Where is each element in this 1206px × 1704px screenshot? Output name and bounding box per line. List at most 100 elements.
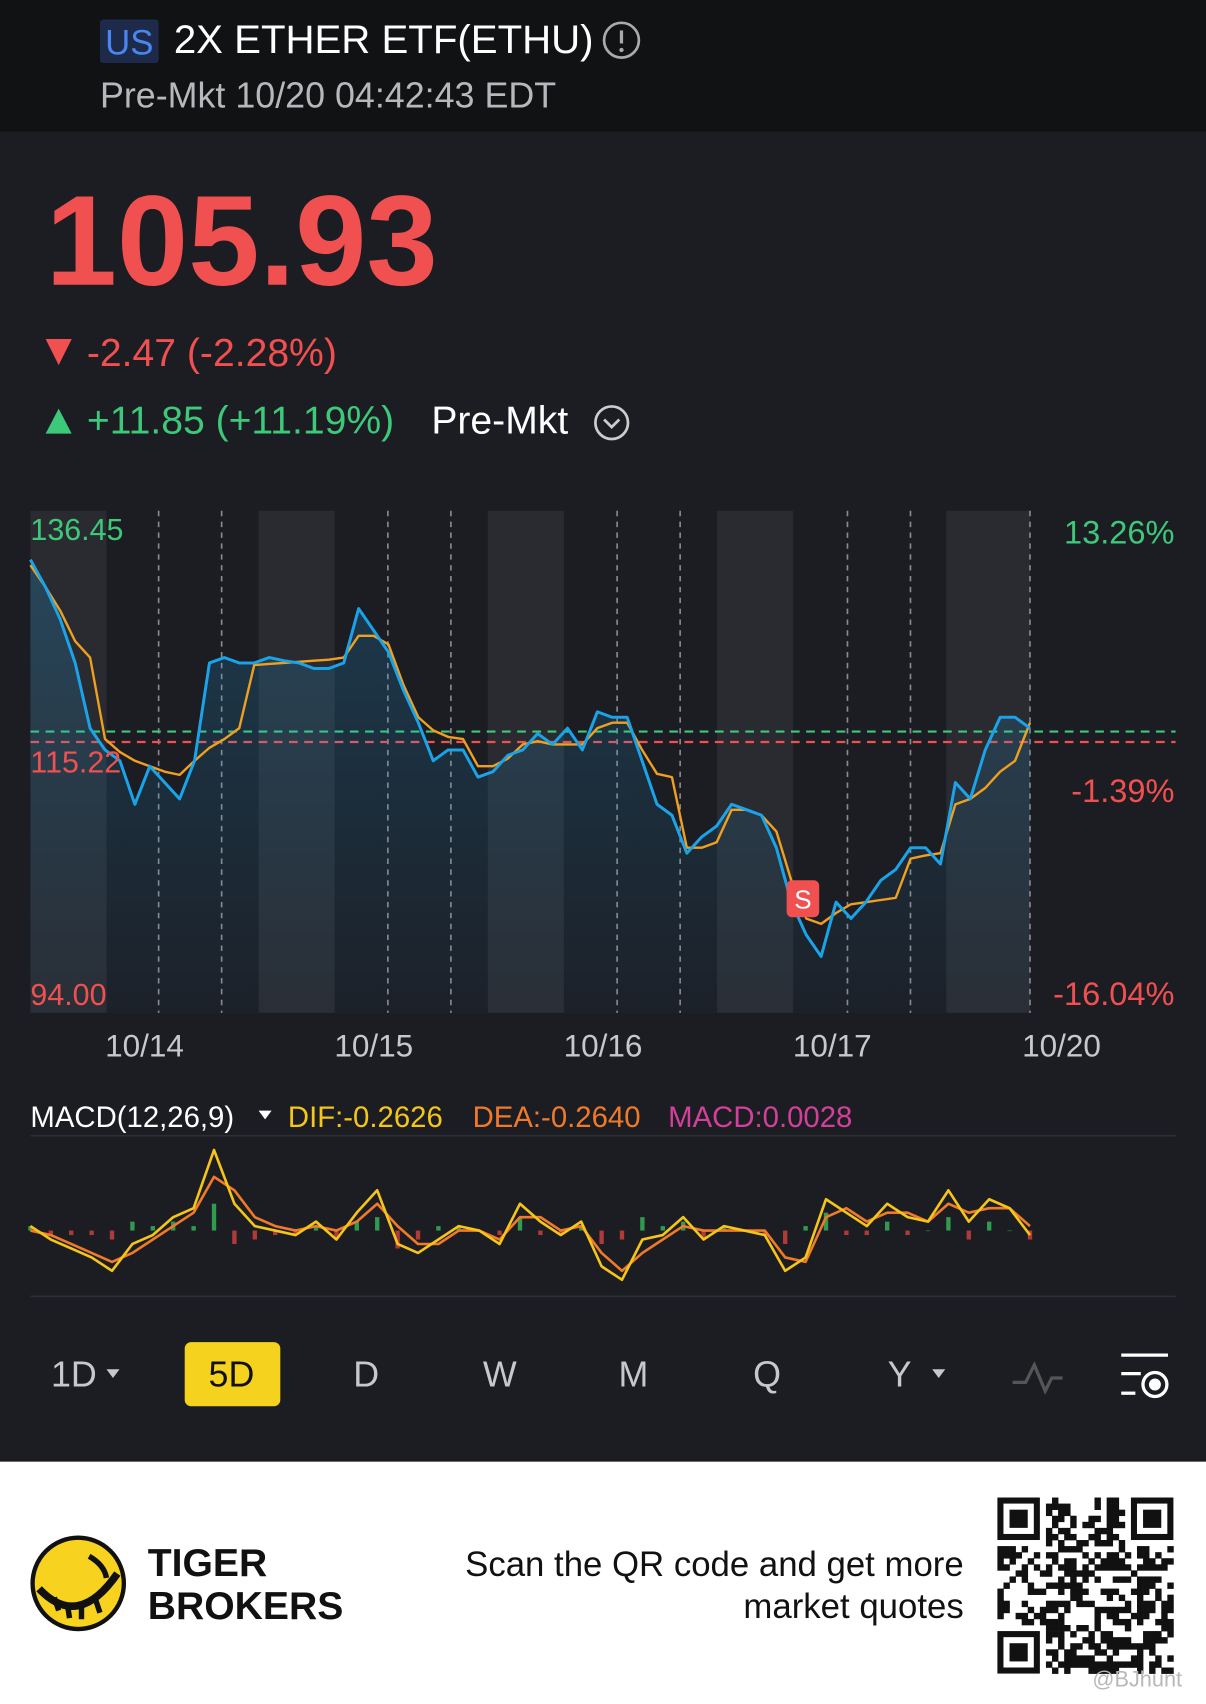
qr-module [1143,1576,1150,1583]
qr-module [1076,1643,1083,1650]
qr-module [1167,1606,1174,1614]
macd-bar [415,1230,421,1240]
period-button[interactable]: W [483,1355,517,1395]
period-dropdown[interactable] [932,1369,946,1378]
qr-module [1149,1600,1156,1608]
qr-finder [1143,1509,1162,1528]
period-button[interactable]: M [618,1355,648,1395]
qr-module [1003,1552,1010,1559]
qr-module [1136,1667,1144,1674]
qr-module [1136,1588,1144,1595]
qr-module [1106,1612,1114,1620]
qr-module [1143,1637,1150,1644]
qr-module [1058,1661,1065,1668]
qr-module [1112,1606,1120,1614]
period-button[interactable]: 5D [209,1355,255,1395]
period-button[interactable]: Y [888,1355,912,1395]
qr-module [1009,1552,1016,1559]
macd-bar [946,1217,951,1231]
macd-dropdown[interactable] [258,1110,272,1120]
info-icon[interactable] [602,21,641,59]
qr-module [1112,1552,1120,1559]
period-button[interactable]: 1D [51,1355,97,1395]
qr-module [997,1552,1004,1559]
qr-module [1124,1564,1132,1571]
qr-module [1167,1625,1174,1632]
qr-module [1027,1582,1035,1589]
qr-module [1130,1643,1138,1650]
qr-module [1136,1576,1144,1583]
qr-module [1058,1576,1065,1583]
qr-module [1155,1552,1162,1559]
watermark: @BJhunt [1092,1667,1182,1692]
qr-module [1021,1600,1029,1608]
qr-module [1112,1637,1120,1644]
qr-module [1106,1558,1114,1565]
qr-module [1064,1527,1071,1535]
dropdown-icon[interactable] [594,405,630,441]
qr-module [1143,1643,1150,1650]
qr-module [1136,1612,1144,1620]
qr-module [1136,1552,1144,1559]
qr-module [1094,1527,1101,1535]
qr-module [1094,1625,1101,1632]
y2-tick-label: 13.26% [1064,513,1174,550]
qr-module [1094,1667,1101,1674]
qr-module [1112,1509,1120,1517]
qr-module [1045,1606,1053,1614]
qr-module [1124,1625,1132,1632]
qr-module [1070,1594,1077,1602]
qr-module [1161,1667,1168,1674]
settings-icon[interactable] [1121,1353,1169,1399]
qr-module [1088,1655,1095,1662]
qr-module [1088,1533,1095,1541]
qr-module [1070,1576,1077,1583]
qr-module [1149,1667,1156,1674]
qr-module [1058,1540,1065,1547]
macd-bar [783,1230,788,1244]
qr-module [1094,1618,1101,1626]
period-dropdown[interactable] [106,1369,120,1378]
qr-module [1100,1588,1107,1595]
qr-module [1039,1612,1047,1620]
x-tick-label: 10/20 [1022,1027,1101,1063]
qr-module [1064,1649,1071,1656]
qr-module [1155,1631,1162,1638]
qr-module [1100,1631,1107,1638]
qr-module [1064,1558,1071,1565]
x-tick-label: 10/14 [105,1027,184,1063]
premarket-change: +11.85 (+11.19%) [87,400,394,443]
qr-module [1015,1570,1022,1577]
macd-bar [375,1217,380,1231]
qr-module [1136,1606,1144,1614]
qr-module [1112,1521,1120,1529]
qr-module [1124,1576,1132,1583]
qr-module [1094,1643,1101,1650]
chart-type-icon[interactable] [1012,1361,1063,1395]
qr-module [1155,1655,1162,1662]
price-area [30,559,1030,1013]
qr-module [1136,1643,1144,1650]
period-button[interactable]: Q [753,1355,781,1395]
qr-module [1003,1546,1010,1553]
qr-module [1118,1606,1126,1614]
brand-line: TIGER [148,1542,268,1585]
qr-module [1088,1631,1095,1638]
qr-module [1161,1600,1168,1608]
qr-module [1088,1661,1095,1668]
macd-title[interactable]: MACD(12,26,9) [30,1101,234,1134]
qr-module [1112,1661,1120,1668]
qr-module [1094,1497,1101,1504]
qr-module [1052,1600,1059,1608]
qr-module [1052,1655,1059,1662]
y2-tick-label: -16.04% [1053,975,1174,1012]
qr-module [1076,1540,1083,1547]
qr-module [1039,1606,1047,1614]
qr-module [1136,1600,1144,1608]
qr-module [1052,1649,1059,1656]
period-button[interactable]: D [353,1355,379,1395]
qr-code [997,1497,1174,1674]
qr-module [1149,1564,1156,1571]
qr-module [1076,1594,1083,1602]
